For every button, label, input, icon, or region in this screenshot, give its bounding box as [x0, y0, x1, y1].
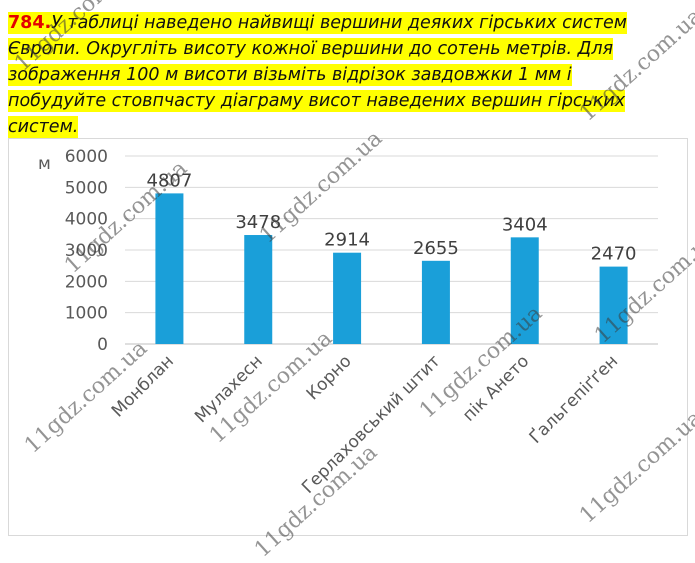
y-tick-label: 3000 [65, 241, 108, 261]
data-label: 2914 [324, 230, 370, 251]
task-text: 784.У таблиці наведено найвищі вершини д… [8, 10, 688, 140]
data-label: 4807 [147, 170, 193, 191]
bar [599, 266, 628, 344]
task-number: 784. [8, 13, 52, 33]
y-tick-label: 5000 [65, 178, 108, 198]
category-label: пік Ането [459, 351, 533, 425]
task-line-3: зображення 100 м висоти візьміть відрізо… [8, 64, 572, 86]
bar-chart: 0 1000 2000 3000 4000 5000 6000 м 4807 Монблан 347… [38, 147, 658, 498]
task-line-4: побудуйте стовпчасту діаграму висот наве… [8, 90, 626, 112]
task-line-1: 784.У таблиці наведено найвищі вершини д… [8, 12, 627, 34]
y-tick-label: 4000 [65, 210, 108, 230]
bar [333, 252, 362, 344]
category-label: Мулахесн [191, 351, 267, 427]
bar [244, 235, 273, 344]
bar [155, 193, 184, 344]
category-label: Монблан [108, 351, 178, 421]
data-label: 2655 [413, 238, 459, 259]
y-tick-label: 6000 [65, 147, 108, 167]
y-axis-label: м [38, 154, 51, 174]
data-label: 3478 [235, 212, 281, 233]
bar [510, 237, 539, 344]
category-label: Корно [303, 351, 356, 404]
bar [421, 260, 450, 344]
y-tick-label: 0 [97, 335, 108, 355]
category-label: Ґальгепіґґен [525, 351, 622, 448]
y-tick-label: 2000 [65, 272, 108, 292]
task-line-2: Європи. Округліть висоту кожної вершини … [8, 38, 614, 60]
y-tick-label: 1000 [65, 304, 108, 324]
task-line-5: систем. [8, 116, 79, 138]
data-label: 3404 [502, 214, 548, 235]
data-label: 2470 [591, 244, 637, 265]
